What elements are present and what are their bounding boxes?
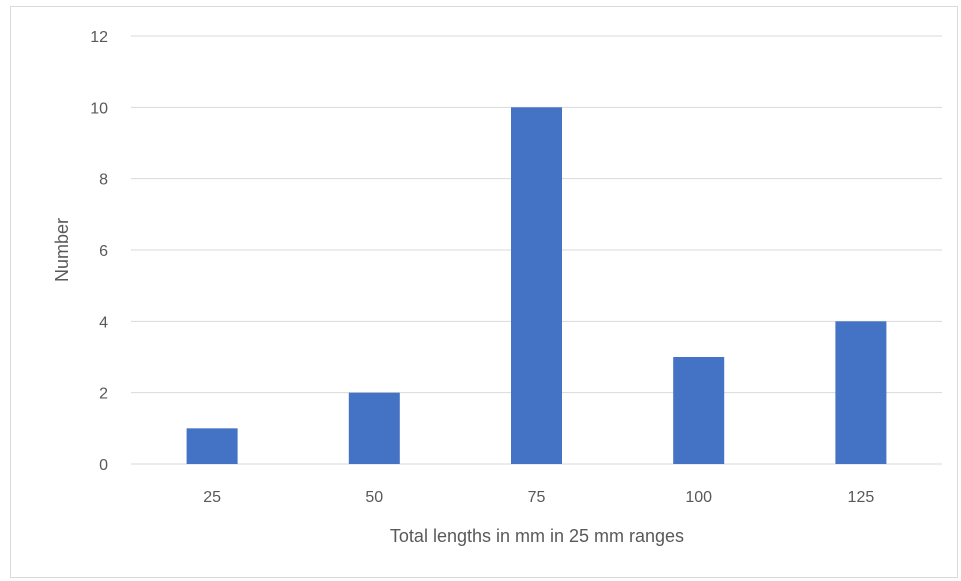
y-tick-label: 8 xyxy=(99,172,108,189)
y-tick-label: 4 xyxy=(99,314,108,331)
y-tick-label: 6 xyxy=(99,243,108,260)
bar-100 xyxy=(673,357,725,464)
x-tick-label: 75 xyxy=(528,489,546,506)
x-tick-label: 125 xyxy=(848,489,875,506)
bar-75 xyxy=(511,107,562,464)
y-tick-label: 10 xyxy=(90,100,108,117)
bars xyxy=(186,107,887,464)
bar-125 xyxy=(835,321,887,464)
bar-50 xyxy=(348,392,400,464)
x-tick-label: 50 xyxy=(365,489,383,506)
x-tick-label: 100 xyxy=(685,489,712,506)
y-tick-label: 0 xyxy=(99,457,108,474)
y-tick-label: 2 xyxy=(99,386,108,403)
x-axis-title: Total lengths in mm in 25 mm ranges xyxy=(390,526,684,546)
bar-25 xyxy=(186,428,238,464)
y-axis-title: Number xyxy=(52,218,72,282)
chart-area xyxy=(10,6,958,578)
x-axis-tick-labels: 25 50 75 100 125 xyxy=(203,489,874,506)
y-tick-label: 12 xyxy=(90,29,108,46)
y-axis-tick-labels: 0 2 4 6 8 10 12 xyxy=(90,29,108,474)
x-tick-label: 25 xyxy=(203,489,221,506)
